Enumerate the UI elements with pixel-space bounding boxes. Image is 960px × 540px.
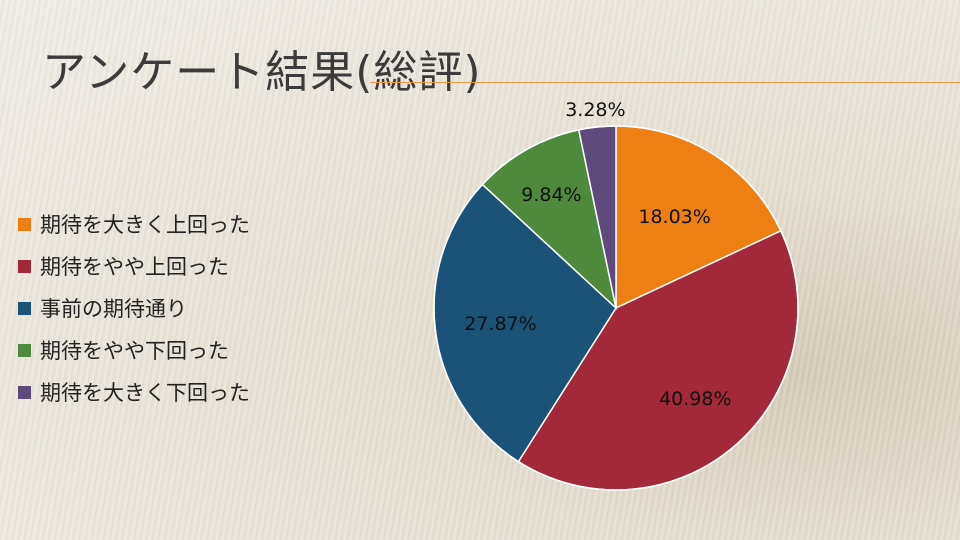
pie-outline: [433, 125, 799, 491]
title-divider: [370, 82, 960, 83]
data-label-0: 18.03%: [638, 206, 710, 228]
legend-swatch-0: [18, 217, 31, 231]
data-label-2: 27.87%: [464, 313, 536, 335]
legend-swatch-1: [18, 259, 31, 273]
chart-legend: 期待を大きく上回った 期待をやや上回った 事前の期待通り 期待をやや下回った 期…: [18, 203, 250, 413]
legend-label-2: 事前の期待通り: [40, 297, 187, 321]
data-label-1: 40.98%: [659, 388, 731, 410]
legend-swatch-4: [18, 385, 31, 399]
data-label-3: 9.84%: [521, 184, 581, 206]
legend-item-3: 期待をやや下回った: [18, 329, 250, 371]
legend-swatch-3: [18, 343, 31, 357]
legend-item-2: 事前の期待通り: [18, 287, 250, 329]
legend-label-1: 期待をやや上回った: [40, 255, 229, 279]
legend-label-4: 期待を大きく下回った: [40, 381, 250, 405]
legend-label-3: 期待をやや下回った: [40, 339, 229, 363]
legend-item-1: 期待をやや上回った: [18, 245, 250, 287]
legend-item-0: 期待を大きく上回った: [18, 203, 250, 245]
slide-title: アンケート結果(総評): [42, 47, 482, 98]
legend-item-4: 期待を大きく下回った: [18, 371, 250, 413]
legend-swatch-2: [18, 301, 31, 315]
data-label-4: 3.28%: [565, 99, 625, 121]
legend-label-0: 期待を大きく上回った: [40, 213, 250, 237]
